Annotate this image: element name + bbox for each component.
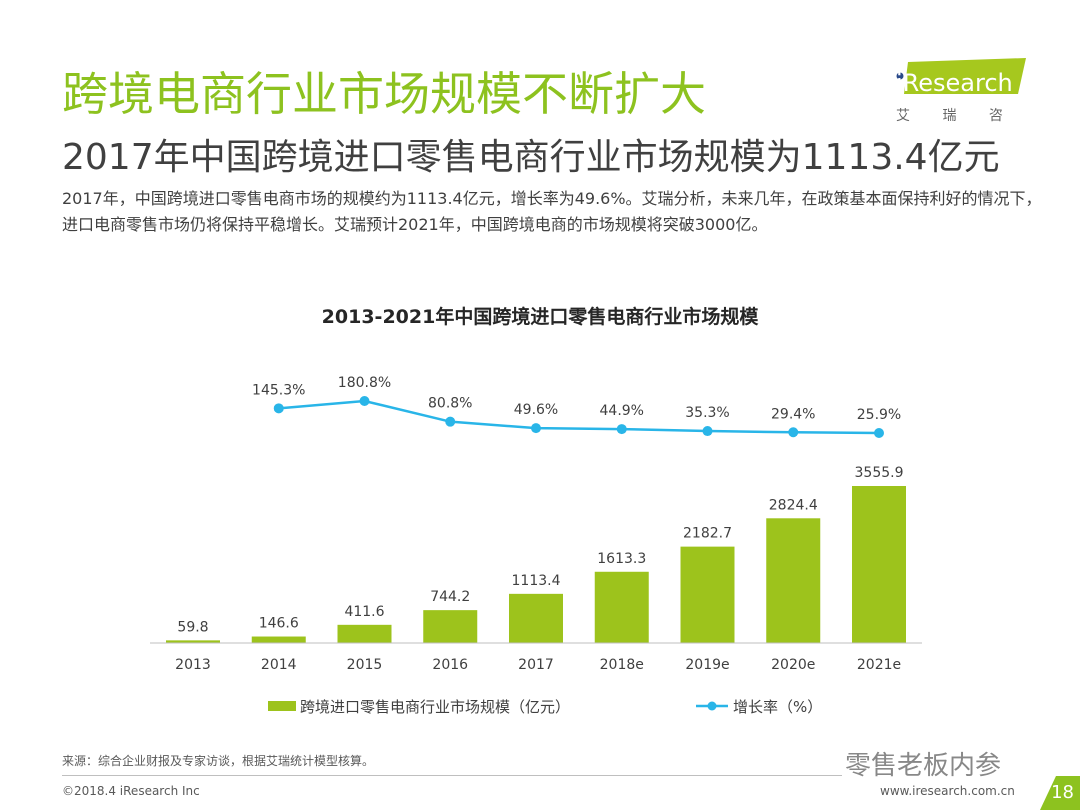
x-tick-label: 2020e — [771, 657, 815, 673]
growth-point — [531, 423, 541, 434]
bar-value-label: 2824.4 — [769, 497, 818, 513]
website-link[interactable]: www.iresearch.com.cn — [880, 784, 1015, 798]
growth-label: 35.3% — [685, 405, 729, 421]
watermark: 零售老板内参 — [845, 751, 1002, 781]
page-number: 18 — [1040, 776, 1080, 810]
bar-value-label: 1613.3 — [597, 551, 646, 567]
copyright: ©2018.4 iResearch Inc — [62, 784, 200, 798]
growth-label: 49.6% — [514, 402, 558, 418]
bar — [852, 486, 906, 643]
description: 2017年，中国跨境进口零售电商市场的规模约为1113.4亿元，增长率为49.6… — [62, 189, 1042, 234]
growth-point — [359, 395, 370, 406]
bar-value-label: 3555.9 — [855, 465, 904, 481]
bar — [423, 610, 478, 643]
growth-point — [874, 428, 884, 438]
bar — [166, 640, 220, 643]
footer-divider — [62, 775, 842, 776]
x-tick-label: 2013 — [175, 657, 211, 673]
bar-value-label: 59.8 — [177, 619, 208, 635]
x-tick-label: 2014 — [261, 657, 297, 673]
page-title: 跨境电商行业市场规模不断扩大 — [62, 67, 706, 121]
x-tick-label: 2018e — [600, 657, 644, 673]
bar-value-label: 1113.4 — [512, 573, 561, 589]
legend-line-label: 增长率（%） — [733, 698, 822, 716]
page-subtitle: 2017年中国跨境进口零售电商行业市场规模为1113.4亿元 — [62, 137, 1000, 178]
growth-point — [702, 426, 713, 437]
growth-label: 145.3% — [252, 382, 305, 398]
growth-point — [616, 424, 627, 435]
growth-label: 80.8% — [428, 396, 472, 412]
logo-cn-text: 艾 瑞 咨 询 — [896, 108, 1030, 124]
x-tick-label: 2015 — [347, 657, 383, 673]
source-note: 来源：综合企业财报及专家访谈，根据艾瑞统计模型核算。 — [62, 754, 375, 768]
bar-value-label: 146.6 — [259, 616, 299, 632]
bar-value-label: 2182.7 — [683, 526, 732, 542]
x-tick-label: 2021e — [857, 657, 901, 673]
bar — [594, 571, 649, 643]
bar-value-label: 411.6 — [344, 604, 384, 620]
legend-bar-swatch — [268, 701, 296, 711]
bar — [337, 624, 392, 643]
growth-point — [788, 427, 799, 438]
logo-brand-text: iResearch — [896, 69, 1013, 97]
legend-line-marker — [707, 701, 717, 711]
x-tick-label: 2016 — [432, 657, 468, 673]
growth-label: 180.8% — [338, 375, 391, 391]
growth-label: 44.9% — [600, 403, 644, 419]
chart: 59.8 146.6 411.6 744.2 1113.4 1613.3 2182.7 282… — [150, 375, 922, 716]
growth-line — [278, 399, 880, 435]
x-tick-label: 2017 — [518, 657, 554, 673]
growth-point — [273, 403, 284, 414]
growth-label: 25.9% — [857, 407, 901, 423]
bar — [509, 593, 563, 643]
bar — [680, 546, 735, 643]
legend-bar-label: 跨境进口零售电商行业市场规模（亿元） — [300, 698, 570, 716]
bar — [766, 518, 821, 643]
bar-value-label: 744.2 — [430, 589, 470, 605]
chart-title: 2013-2021年中国跨境进口零售电商行业市场规模 — [321, 306, 759, 328]
bar — [251, 636, 306, 643]
iresearch-logo: iResearch 艾 瑞 咨 询 — [890, 58, 1049, 128]
growth-point — [445, 416, 456, 427]
x-tick-label: 2019e — [685, 657, 729, 673]
growth-label: 29.4% — [771, 406, 815, 422]
